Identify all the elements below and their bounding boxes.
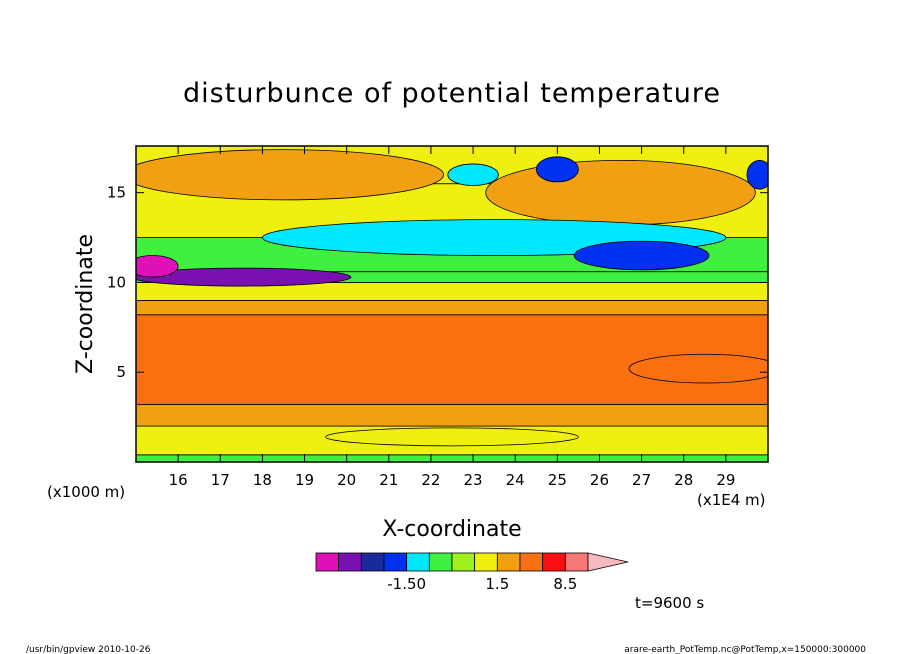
- plot-frame: [135, 145, 769, 463]
- contour-band-2: [136, 404, 768, 427]
- colorbar-labels: -1.50 1.5 8.5: [387, 575, 577, 593]
- contour-region-1: [485, 159, 756, 226]
- x-tick-label-18: 18: [253, 471, 272, 489]
- colorbar-segment-6: [451, 552, 476, 572]
- contour-band-0: [136, 454, 768, 462]
- colorbar: [315, 552, 629, 572]
- colorbar-segment-7: [474, 552, 498, 572]
- y-axis-label: Z-coordinate: [73, 234, 98, 374]
- contour-features: [136, 149, 768, 447]
- x-axis-label: X-coordinate: [382, 517, 521, 542]
- y-axis-ticks: 5 10 15: [107, 184, 768, 381]
- chart-title: disturbunce of potential temperature: [183, 78, 721, 109]
- contour-region-7: [136, 267, 352, 287]
- y-tick-label-5: 5: [116, 363, 126, 381]
- contour-region-4: [447, 163, 499, 186]
- x-tick-label-19: 19: [295, 471, 314, 489]
- x-axis-ticks: 16 17 18 19 20 21 22 23 24 25 26 27 28 29: [169, 146, 735, 489]
- y-axis-unit: (x1000 m): [47, 483, 125, 501]
- x-tick-label-23: 23: [464, 471, 483, 489]
- colorbar-segment-5: [428, 552, 453, 572]
- contour-region-6: [746, 159, 768, 190]
- y-tick-label-15: 15: [107, 184, 126, 202]
- colorbar-label-0: -1.50: [387, 575, 426, 593]
- colorbar-label-1: 1.5: [485, 575, 509, 593]
- x-tick-label-26: 26: [590, 471, 609, 489]
- time-label: t=9600 s: [635, 594, 704, 612]
- colorbar-segment-9: [519, 552, 544, 572]
- colorbar-segment-3: [383, 552, 408, 572]
- x-tick-label-20: 20: [337, 471, 356, 489]
- x-tick-label-22: 22: [421, 471, 440, 489]
- x-tick-label-25: 25: [548, 471, 567, 489]
- x-tick-label-17: 17: [211, 471, 230, 489]
- x-tick-label-29: 29: [716, 471, 735, 489]
- x-tick-label-21: 21: [379, 471, 398, 489]
- contour-region-10: [325, 427, 579, 447]
- colorbar-segment-11: [564, 552, 589, 572]
- contour-region-0: [136, 149, 444, 201]
- plot-area: [136, 146, 768, 462]
- x-tick-label-24: 24: [506, 471, 525, 489]
- footer-right: arare-earth_PotTemp.nc@PotTemp,x=150000:…: [624, 645, 866, 654]
- x-axis-unit: (x1E4 m): [697, 491, 766, 509]
- contour-region-3: [573, 240, 710, 271]
- x-tick-label-16: 16: [169, 471, 188, 489]
- contour-region-8: [136, 255, 179, 278]
- x-tick-label-27: 27: [632, 471, 651, 489]
- colorbar-segment-4: [406, 552, 430, 572]
- colorbar-segment-2: [360, 552, 385, 572]
- colorbar-arrow: [587, 552, 629, 572]
- colorbar-segment-0: [315, 552, 340, 572]
- colorbar-segment-8: [496, 552, 521, 572]
- footer-left: /usr/bin/gpview 2010-10-26: [26, 645, 151, 654]
- contour-region-5: [535, 156, 579, 183]
- contour-band-4: [136, 300, 768, 316]
- x-tick-label-28: 28: [674, 471, 693, 489]
- contour-region-9: [628, 353, 768, 384]
- colorbar-segment-1: [338, 552, 362, 572]
- colorbar-segment-10: [542, 552, 566, 572]
- colorbar-label-2: 8.5: [553, 575, 577, 593]
- y-tick-label-10: 10: [107, 273, 126, 291]
